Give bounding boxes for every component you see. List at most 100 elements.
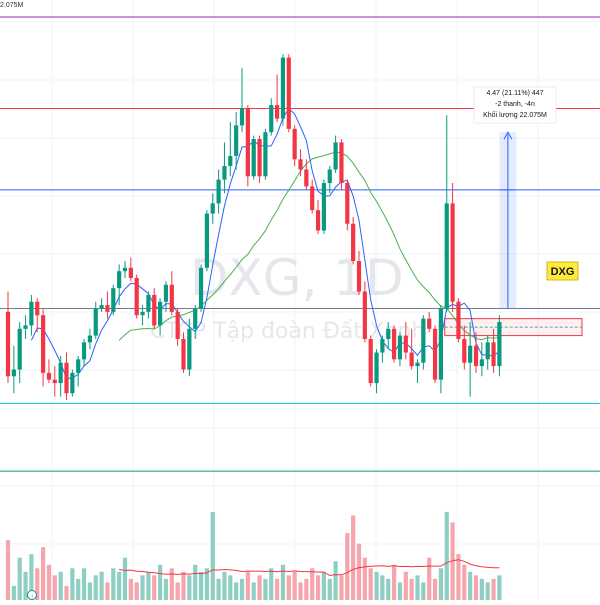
- candle-body: [456, 301, 461, 339]
- candle-body: [122, 267, 128, 272]
- watermark-symbol: DXG, 1D: [190, 249, 404, 307]
- volume-bar: [239, 578, 245, 600]
- volume-ma-line: [119, 559, 500, 577]
- volume-bar: [298, 582, 303, 600]
- volume-bar: [345, 533, 350, 600]
- volume-bar: [111, 568, 116, 600]
- candle-body: [298, 159, 303, 170]
- volume-bar: [29, 554, 34, 600]
- volume-bar: [351, 515, 356, 600]
- volume-bar: [251, 582, 256, 600]
- candle-body: [333, 142, 338, 170]
- candle-body: [462, 338, 467, 363]
- volume-bar: [392, 564, 397, 600]
- volume-bar: [245, 571, 250, 600]
- symbol-badge-text: DXG: [551, 266, 575, 278]
- measure-tool[interactable]: [499, 131, 517, 309]
- candle-body: [315, 210, 321, 231]
- candle-body: [321, 183, 326, 231]
- candle-body: [169, 284, 174, 312]
- candle-body: [111, 288, 116, 312]
- volume-bar: [304, 578, 309, 600]
- volume-bar: [35, 568, 40, 600]
- volume-bar: [386, 578, 391, 600]
- volume-bar: [491, 578, 496, 600]
- candle-body: [146, 294, 151, 312]
- candle-body: [327, 169, 332, 184]
- candle-body: [415, 362, 420, 367]
- event-marker-icon: ↑: [31, 594, 34, 600]
- candle-body: [479, 359, 484, 367]
- volume-bar: [356, 543, 362, 600]
- candle-body: [251, 138, 256, 177]
- volume-bar: [269, 568, 274, 600]
- candle-body: [392, 328, 397, 360]
- volume-bar: [81, 568, 87, 600]
- candle-body: [216, 179, 221, 204]
- candle-body: [374, 352, 379, 384]
- candle-body: [35, 301, 40, 316]
- candle-body: [64, 362, 69, 394]
- candle-body: [257, 138, 262, 177]
- candle-body: [310, 186, 315, 211]
- candle-body: [52, 379, 57, 384]
- volume-bar: [210, 511, 215, 600]
- volume-bar: [427, 557, 432, 600]
- volume-bar: [216, 578, 221, 600]
- candle-body: [292, 128, 297, 160]
- tooltip-line-2: -2 thanh, -4n: [495, 101, 535, 108]
- measure-tooltip: 4.47 (21.11%) 447 -2 thanh, -4n Khối lượ…: [473, 86, 557, 124]
- candle-body: [403, 335, 408, 353]
- candle-body: [81, 342, 87, 360]
- symbol-badge[interactable]: DXG: [546, 261, 579, 281]
- volume-bar: [93, 575, 98, 600]
- candles: [5, 54, 502, 400]
- tooltip-box: [473, 86, 557, 124]
- candle-body: [356, 261, 362, 292]
- candle-body: [286, 57, 291, 129]
- volume-bar: [52, 575, 57, 600]
- volume-bar: [204, 568, 209, 600]
- volume-bar: [140, 575, 145, 600]
- volume-bar: [152, 575, 157, 600]
- candle-body: [70, 372, 75, 394]
- candle-body: [397, 335, 403, 360]
- volume-bar: [46, 564, 52, 600]
- candle-body: [46, 372, 52, 380]
- candle-body: [491, 342, 496, 367]
- volume-bar: [333, 561, 338, 600]
- volume-bars: [5, 511, 502, 600]
- volume-bar: [485, 582, 490, 600]
- event-marker[interactable]: ↑: [27, 590, 37, 601]
- candle-body: [473, 345, 479, 367]
- candle-body: [438, 308, 443, 380]
- volume-bar: [286, 575, 291, 600]
- candle-body: [386, 328, 391, 339]
- candle-body: [105, 305, 110, 312]
- volume-bar: [158, 564, 163, 600]
- tooltip-line-3: Khối lượng 22.075M: [483, 110, 547, 119]
- volume-bar: [175, 582, 180, 600]
- candle-body: [93, 308, 98, 336]
- support-zone[interactable]: [444, 318, 583, 337]
- candle-body: [58, 362, 63, 384]
- measure-arrow-head: [503, 131, 513, 140]
- candle-body: [128, 267, 133, 278]
- candle-body: [450, 203, 455, 302]
- volume-bar: [275, 578, 280, 600]
- candle-body: [468, 345, 473, 363]
- volume-bar: [310, 568, 315, 600]
- volume-bar: [11, 585, 16, 600]
- volume-bar: [438, 568, 443, 600]
- volume-bar: [315, 575, 321, 600]
- volume-bar: [468, 571, 473, 600]
- volume-bar: [409, 578, 414, 600]
- volume-bar: [17, 557, 22, 600]
- candle-body: [99, 305, 104, 309]
- candle-body: [275, 105, 280, 119]
- candle-body: [345, 183, 350, 224]
- volume-bar: [339, 575, 344, 600]
- volume-bar: [415, 575, 420, 600]
